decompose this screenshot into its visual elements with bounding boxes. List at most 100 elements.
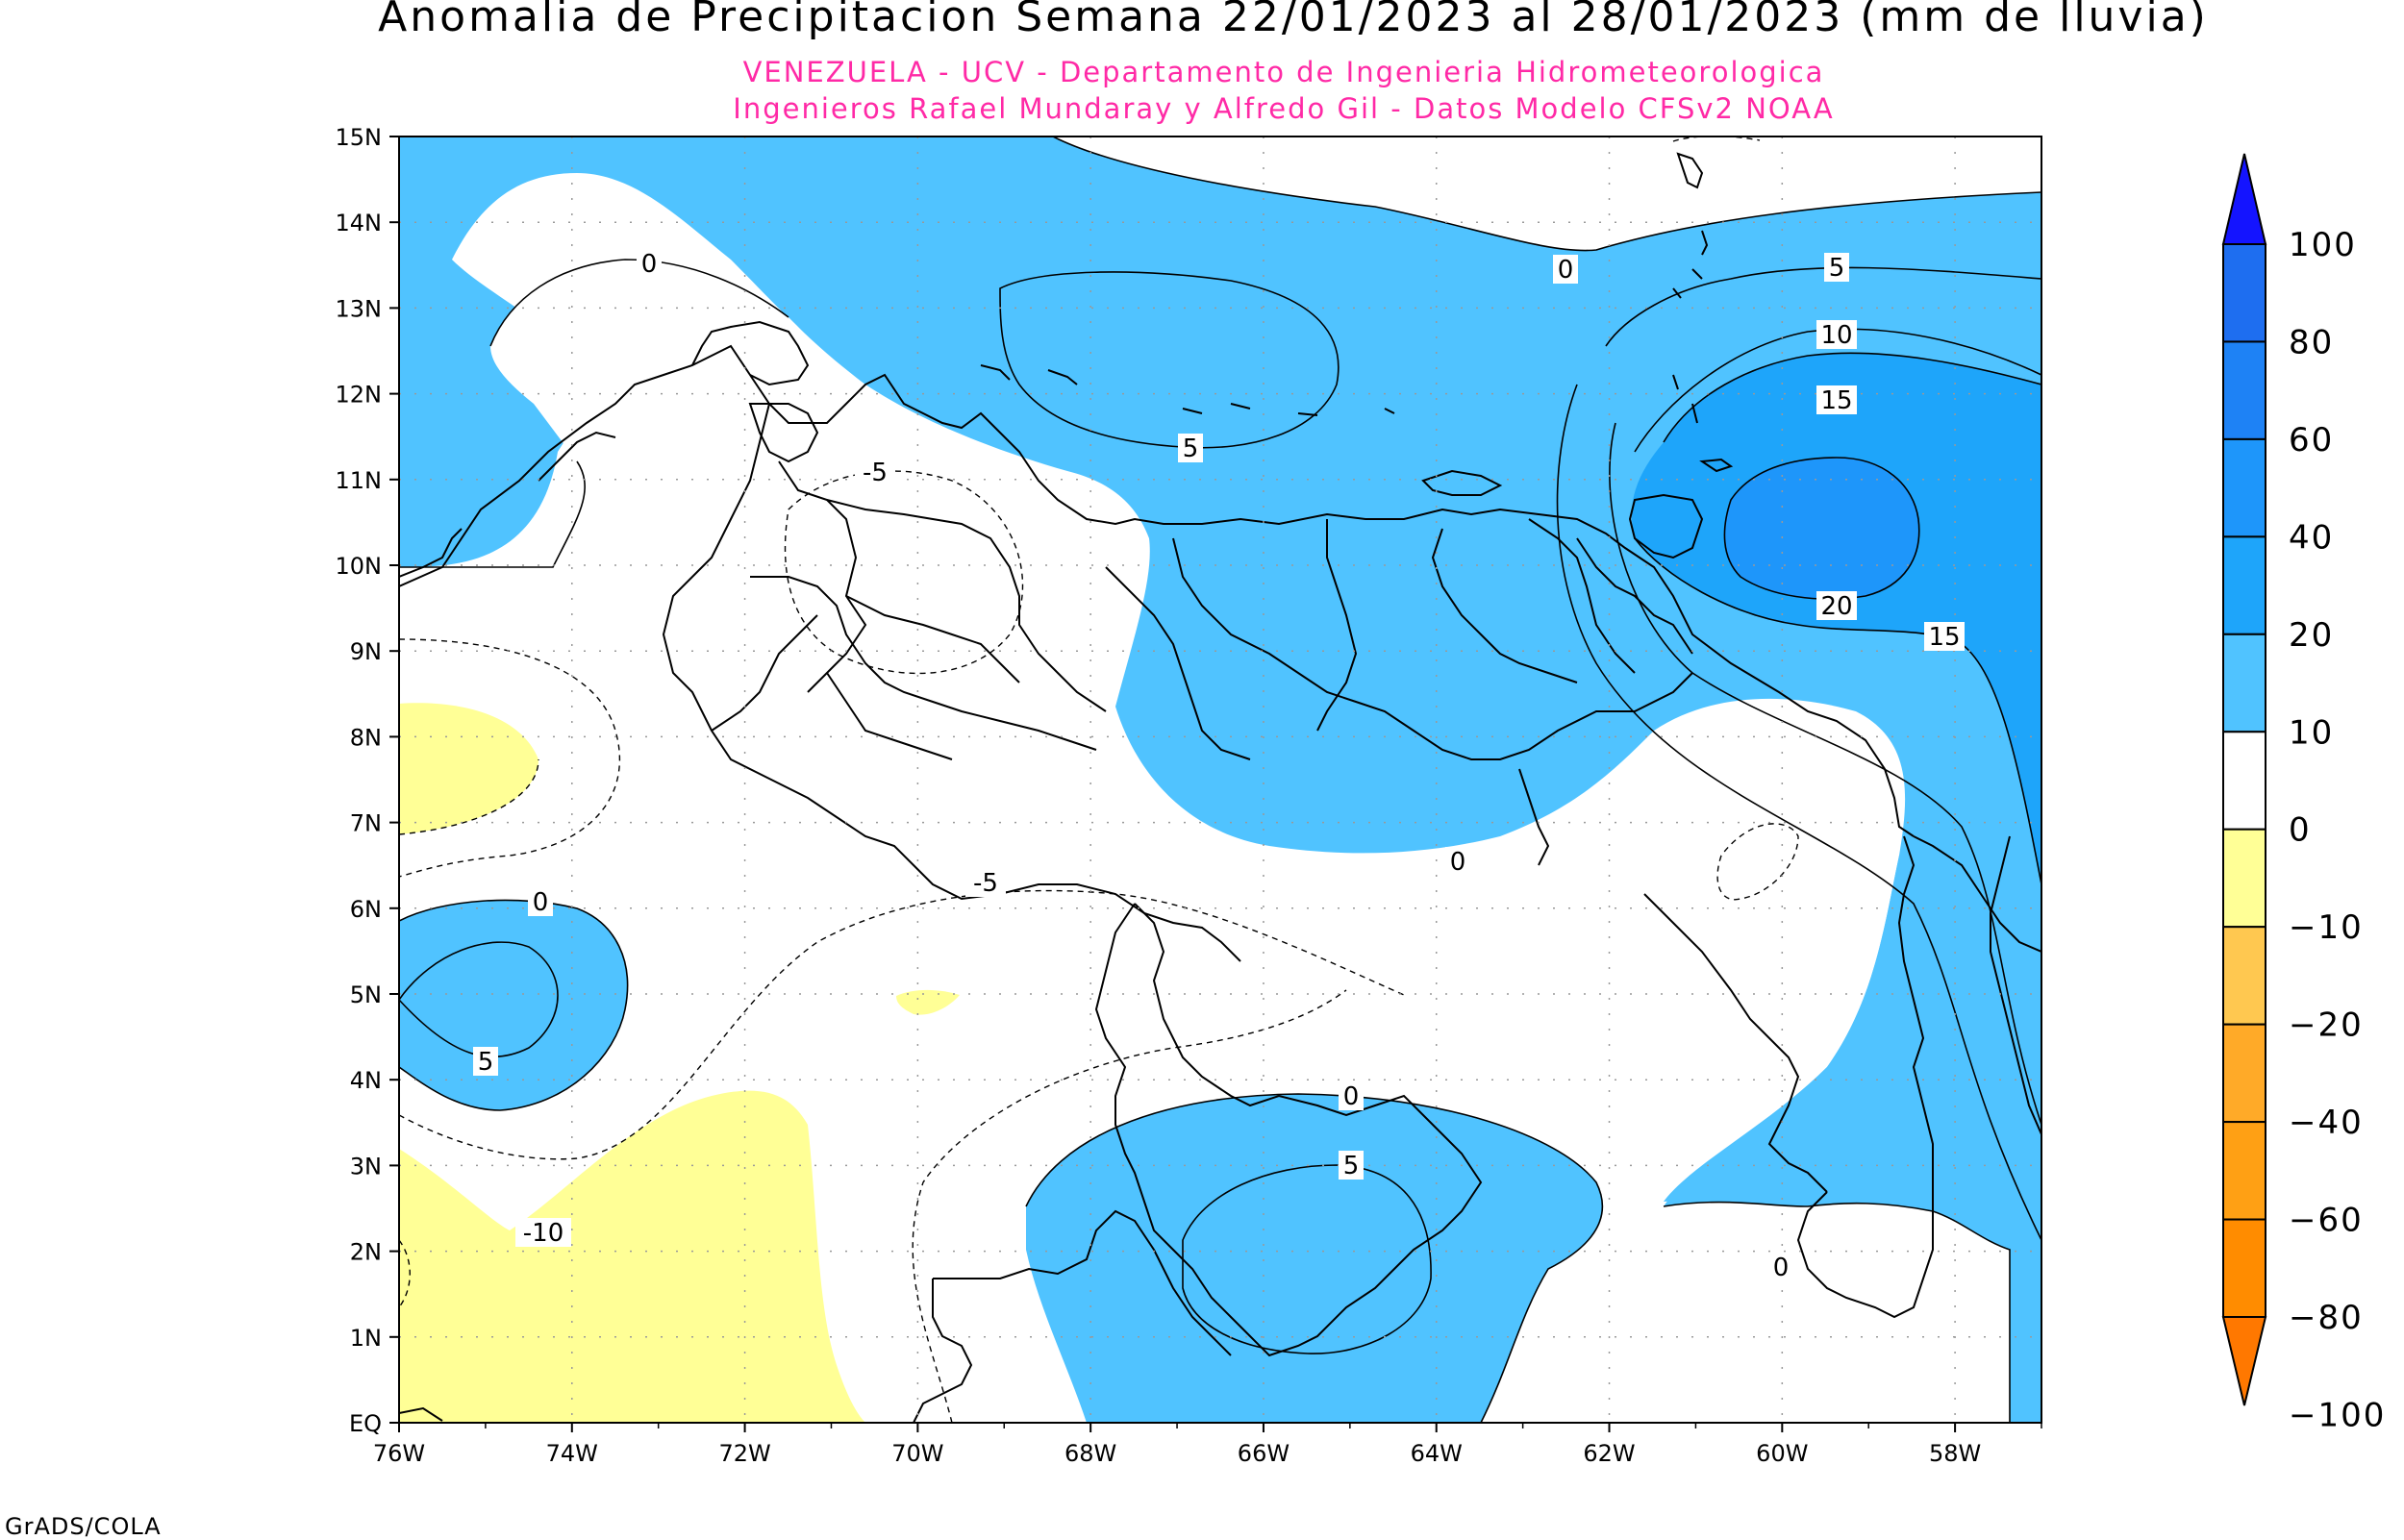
contour-label: 5 [1829,254,1845,283]
y-tick-label: 5N [350,981,382,1008]
contour-lines [399,137,2041,1423]
colorbar-label: −40 [2289,1104,2364,1142]
border-colombia-internal2 [826,499,1107,712]
border-colombia-internal1 [778,460,867,693]
contour-10-east [1609,422,2041,1126]
coastlines [399,152,2041,1423]
y-tick-label: 2N [350,1239,382,1266]
colorbar-box [2222,340,2266,440]
plot-frame [398,136,2042,1424]
y-tick-label: 10N [336,553,383,580]
colorbar-label: −60 [2289,1202,2364,1240]
anomaly-region-positive-south [1026,1094,1603,1423]
contour-label: -5 [863,459,888,487]
y-tick-label: 4N [350,1067,382,1094]
coastline-guri [1518,768,1550,866]
anomaly-region-negative-small [896,989,960,1015]
contour-label: 15 [1928,623,1960,652]
colorbar-label: −80 [2289,1299,2364,1337]
coastline-tobago [1699,458,1734,473]
contour-label-bg [1768,1253,1793,1281]
border-colombia-brazil [933,1209,1232,1356]
coastline-orinoco-delta [1576,537,1693,655]
contour-label: 5 [1343,1152,1360,1180]
coastline-islands-lesser [1182,403,1395,416]
anomaly-region-negative-west [399,703,538,834]
border-ecuador-peru [399,1406,443,1422]
contour-0-west-edge [399,460,586,568]
coastline-grenada [1672,374,1698,424]
contour-label: 5 [1183,435,1199,463]
border-venezuela-internal1 [1172,537,1693,760]
colorbar-box [2222,926,2266,1026]
grads-credit: GrADS/COLA [5,1513,162,1540]
contour-label: -5 [973,869,998,898]
y-tick-label: 1N [350,1325,382,1352]
colorbar-top-triangle [2221,153,2267,245]
contour-label-bg [1816,591,1857,620]
x-tick-label: 60W [1756,1440,1808,1467]
contour-label-bg [473,1047,498,1076]
colorbar-label: −20 [2289,1006,2364,1045]
contour-neg5-top [1672,137,1761,142]
contour-label-bg [1339,1151,1364,1180]
border-guyana-brazil [1796,1191,1934,1319]
axes: 76W 74W 72W 70W 68W 66W 64W 62W 60W 58W EQ 1N 2N 3N 4N… [336,124,2042,1467]
coastline-guajira [538,431,616,482]
contour-neg5-sw [399,1239,411,1308]
colorbar-label: 20 [2289,616,2334,655]
contour-10-north [1634,328,2041,453]
x-tick-label: 72W [718,1440,770,1467]
coastline-colombia-north [399,528,463,578]
border-venezuela-internal2 [1316,519,1358,732]
y-tick-label: 9N [350,638,382,665]
contour-label: 0 [1343,1082,1360,1111]
colorbar-label: 60 [2289,421,2334,460]
contour-label-bg [1816,320,1857,349]
border-venezuela-internal4 [1105,566,1251,760]
y-tick-label: 3N [350,1153,382,1180]
x-tick-label: 76W [373,1440,425,1467]
colorbar-box [2222,1023,2266,1124]
contour-lines-negative [399,137,1799,1423]
y-tick-label: 13N [336,295,383,322]
colorbar-label: 10 [2289,713,2334,752]
contour-label-bg [1816,385,1857,414]
x-tick-label: 62W [1583,1440,1635,1467]
contour-5-east [1556,384,2041,1241]
map-subtitle-line1: VENEZUELA - UCV - Departamento de Ingeni… [742,56,1825,88]
border-suriname-fguiana [1990,835,2041,1135]
contour-15-core [1663,352,2041,443]
contour-neg5-south [912,989,1347,1423]
contour-5-north [1605,266,2041,347]
colorbar-box [2222,535,2266,635]
colorbar-label: −100 [2289,1396,2386,1434]
contour-0-west [399,899,629,1111]
y-tick-label: 6N [350,896,382,923]
colorbar-box [2222,828,2266,929]
x-tick-label: 66W [1238,1440,1290,1467]
colorbar-bottom-triangle [2221,1316,2267,1406]
contour-5-caribbean [999,271,1340,449]
coastline-stvincent [1672,230,1709,299]
contour-label-bg [1445,847,1470,876]
contour-0-south [1025,1093,1604,1423]
contour-label: 0 [533,888,549,917]
colorbar-label: 40 [2289,518,2334,557]
contour-label: 0 [1773,1254,1790,1282]
y-tick-label: 15N [336,124,383,151]
anomaly-fill-layer [399,137,2041,1423]
x-tick-label: 74W [546,1440,598,1467]
x-tick-label: 70W [891,1440,943,1467]
border-colombia-venezuela [662,403,1241,962]
contour-5-south [1182,1164,1432,1354]
colorbar-box [2222,1121,2266,1221]
contour-label: -10 [523,1219,563,1248]
map-title: Anomalia de Precipitacion Semana 22/01/2… [378,0,2209,41]
x-tick-label: 58W [1929,1440,1981,1467]
colorbar-label: 80 [2289,323,2334,361]
contour-20-core [1723,457,1920,600]
contour-label: 15 [1820,386,1852,415]
